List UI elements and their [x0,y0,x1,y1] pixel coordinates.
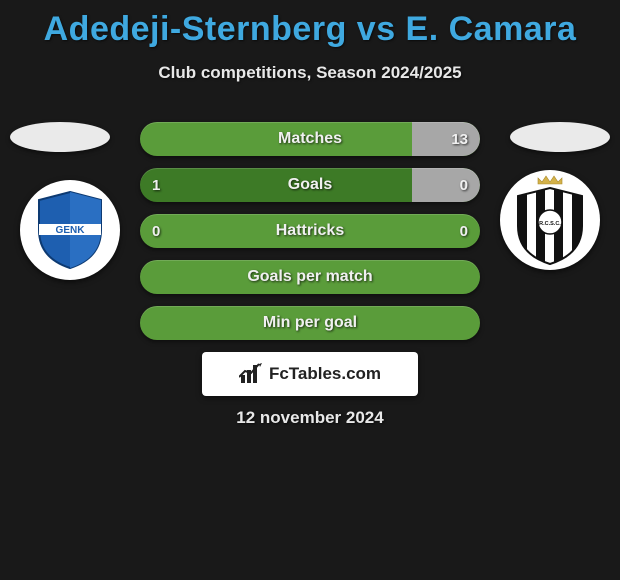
home-club-badge: GENK [20,180,120,280]
subtitle: Club competitions, Season 2024/2025 [0,63,620,83]
away-player-ellipse [510,122,610,152]
stat-row: Matches13 [140,122,480,156]
stat-row: Min per goal [140,306,480,340]
brand-text: FcTables.com [269,364,381,384]
away-club-badge: R.C.S.C. [500,170,600,270]
page-title: Adedeji-Sternberg vs E. Camara [0,0,620,49]
stat-label: Goals per match [140,268,480,286]
svg-text:GENK: GENK [56,225,86,236]
bar-chart-icon [239,363,263,385]
stat-home-value: 1 [152,177,160,194]
genk-shield-icon: GENK [35,190,105,270]
stat-away-value: 0 [460,177,468,194]
stat-home-value: 0 [152,223,160,240]
stat-row: Hattricks0 0 [140,214,480,248]
date-text: 12 november 2024 [0,408,620,428]
stat-label: Hattricks [140,222,480,240]
stat-label: Goals [140,176,480,194]
stat-away-value: 13 [451,131,468,148]
stat-label: Min per goal [140,314,480,332]
stat-row: Goals per match [140,260,480,294]
stat-label: Matches [140,130,480,148]
stat-row: Goals1 0 [140,168,480,202]
stat-away-value: 0 [460,223,468,240]
home-player-ellipse [10,122,110,152]
charleroi-shield-icon: R.C.S.C. [510,174,590,266]
brand-badge: FcTables.com [202,352,418,396]
svg-text:R.C.S.C.: R.C.S.C. [539,221,561,227]
stats-comparison: Matches13Goals10Hattricks00Goals per mat… [140,122,480,352]
